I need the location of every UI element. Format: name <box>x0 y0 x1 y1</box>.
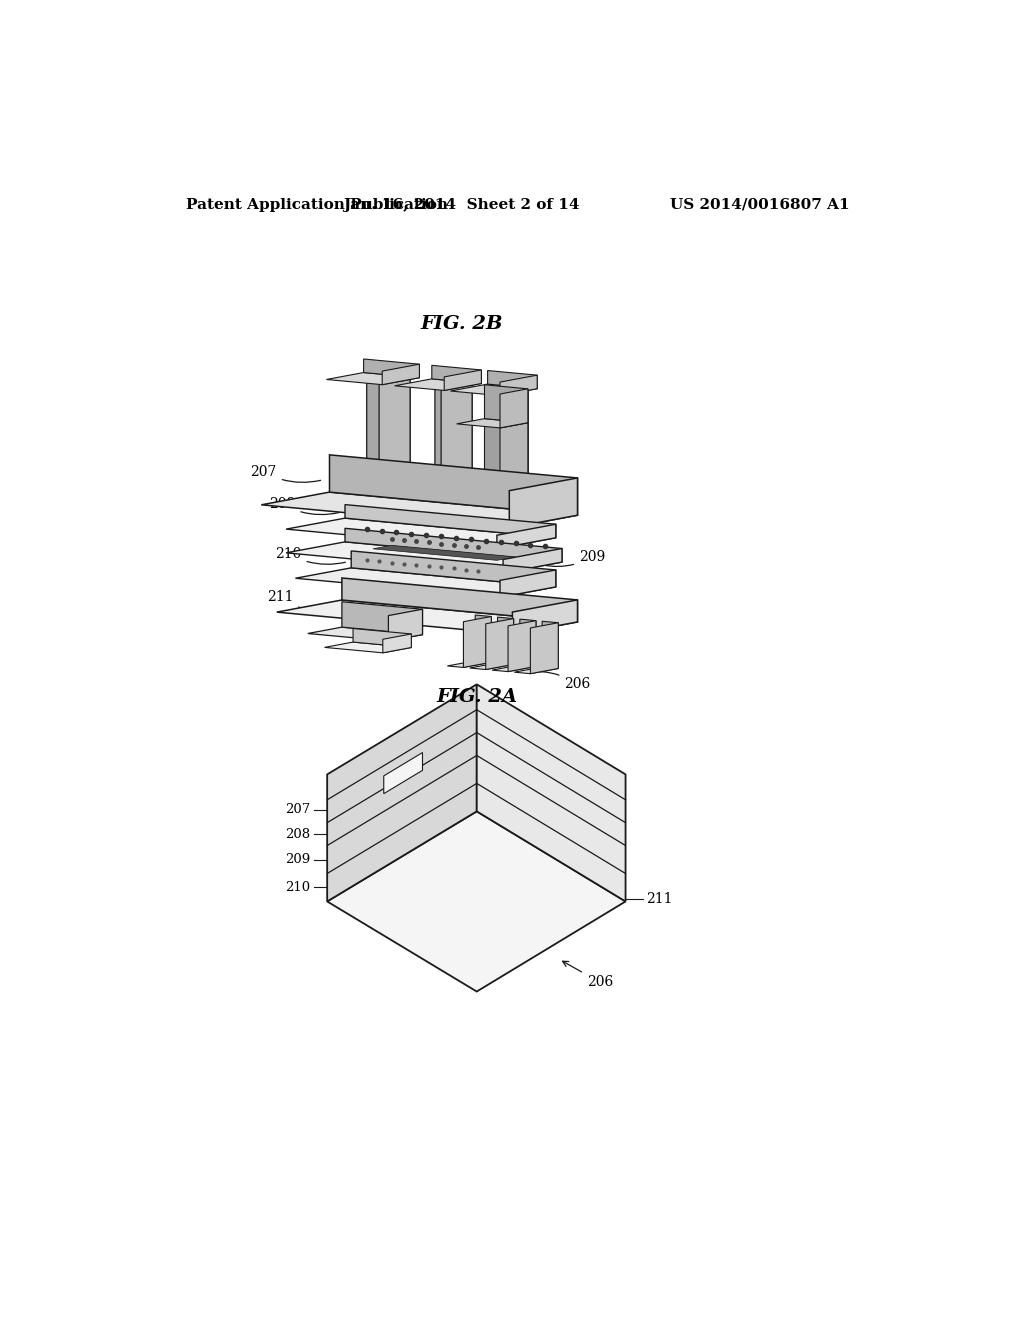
Polygon shape <box>364 359 420 378</box>
Polygon shape <box>353 628 412 648</box>
Polygon shape <box>460 474 528 483</box>
Polygon shape <box>477 684 626 902</box>
Polygon shape <box>330 455 578 515</box>
Text: US 2014/0016807 A1: US 2014/0016807 A1 <box>671 198 850 211</box>
Polygon shape <box>325 642 412 653</box>
Polygon shape <box>500 389 528 428</box>
Polygon shape <box>497 524 556 549</box>
Text: 211: 211 <box>646 892 672 906</box>
Polygon shape <box>464 616 492 668</box>
Polygon shape <box>500 570 556 598</box>
Polygon shape <box>500 422 528 487</box>
Polygon shape <box>500 375 538 396</box>
Polygon shape <box>470 663 514 669</box>
Polygon shape <box>457 418 528 428</box>
Polygon shape <box>514 667 558 673</box>
Polygon shape <box>512 599 578 634</box>
Polygon shape <box>492 665 536 672</box>
Polygon shape <box>342 602 423 635</box>
Polygon shape <box>345 504 556 537</box>
Polygon shape <box>295 568 556 598</box>
Polygon shape <box>403 469 472 478</box>
Polygon shape <box>394 379 481 391</box>
Polygon shape <box>530 623 558 673</box>
Text: 206: 206 <box>524 672 591 692</box>
Polygon shape <box>342 578 578 622</box>
Text: 208: 208 <box>285 828 310 841</box>
Polygon shape <box>444 370 481 391</box>
Text: 209: 209 <box>285 853 310 866</box>
Text: 211: 211 <box>266 590 333 610</box>
Polygon shape <box>509 478 578 528</box>
Polygon shape <box>327 372 420 384</box>
Polygon shape <box>484 418 528 482</box>
Polygon shape <box>384 752 423 793</box>
Polygon shape <box>328 684 477 902</box>
Polygon shape <box>451 384 538 396</box>
Polygon shape <box>383 634 412 653</box>
Polygon shape <box>498 616 514 664</box>
Polygon shape <box>503 549 562 573</box>
Polygon shape <box>475 615 492 663</box>
Polygon shape <box>379 372 410 471</box>
Polygon shape <box>447 661 492 668</box>
Text: 209: 209 <box>543 549 605 566</box>
Polygon shape <box>490 380 528 477</box>
Polygon shape <box>508 620 536 672</box>
Polygon shape <box>435 375 472 471</box>
Polygon shape <box>542 622 558 668</box>
Text: FIG. 2B: FIG. 2B <box>420 315 503 333</box>
Text: FIG. 2A: FIG. 2A <box>436 689 517 706</box>
Polygon shape <box>286 543 562 573</box>
Polygon shape <box>276 601 578 634</box>
Polygon shape <box>382 364 420 384</box>
Polygon shape <box>497 384 528 483</box>
Polygon shape <box>367 368 410 466</box>
Polygon shape <box>484 385 528 422</box>
Text: 206: 206 <box>562 961 613 989</box>
Polygon shape <box>432 366 481 384</box>
Text: 207: 207 <box>285 804 310 817</box>
Polygon shape <box>373 545 515 561</box>
Polygon shape <box>328 812 626 991</box>
Polygon shape <box>520 619 536 667</box>
Polygon shape <box>485 619 514 669</box>
Text: Patent Application Publication: Patent Application Publication <box>186 198 449 211</box>
Polygon shape <box>286 519 556 549</box>
Polygon shape <box>336 462 410 471</box>
Text: 210: 210 <box>285 880 310 894</box>
Text: 210: 210 <box>275 546 345 564</box>
Text: 207: 207 <box>251 465 321 482</box>
Polygon shape <box>388 610 423 642</box>
Text: 208: 208 <box>269 498 339 515</box>
Polygon shape <box>351 550 556 587</box>
Polygon shape <box>441 379 472 478</box>
Polygon shape <box>457 478 528 487</box>
Polygon shape <box>487 371 538 388</box>
Polygon shape <box>345 528 562 562</box>
Text: Jan. 16, 2014  Sheet 2 of 14: Jan. 16, 2014 Sheet 2 of 14 <box>343 198 580 211</box>
Polygon shape <box>308 627 423 642</box>
Polygon shape <box>261 492 578 528</box>
